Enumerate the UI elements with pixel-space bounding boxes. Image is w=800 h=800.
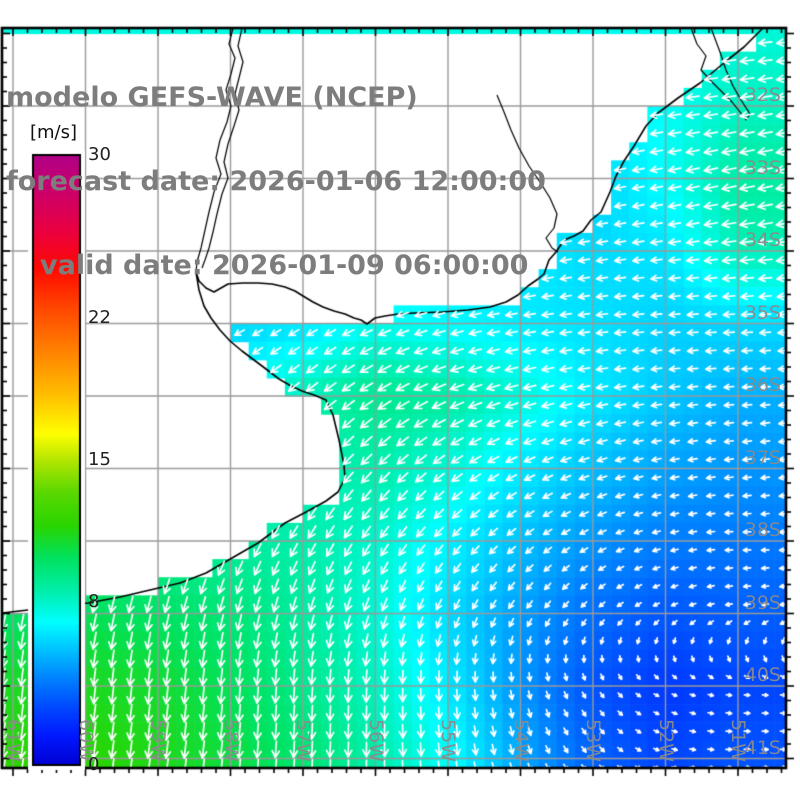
lon-label: 51W (727, 719, 749, 762)
lat-label: 34S (744, 229, 781, 251)
lon-label: 53W (582, 719, 604, 762)
lat-label: 32S (744, 84, 781, 106)
lat-label: 35S (744, 301, 781, 324)
lon-label: 57W (292, 719, 314, 762)
lat-label: 40S (744, 664, 781, 686)
lon-label: 56W (364, 719, 387, 762)
colorbar-tick-label: 0 (88, 754, 100, 775)
colorbar-tick-label: 8 (88, 591, 100, 613)
lon-label: 58W (219, 719, 242, 762)
lon-label: 61W (2, 719, 24, 762)
colorbar-tick-label: 15 (88, 449, 111, 470)
title-forecast-date-line: forecast date: 2026-01-06 12:00:00 (6, 166, 546, 197)
lat-label: 39S (744, 591, 781, 614)
plot-title-block: modelo GEFS-WAVE (NCEP) forecast date: 2… (6, 28, 546, 336)
lon-label: 60W (74, 719, 97, 762)
lat-label: 33S (744, 156, 781, 179)
colorbar-unit-label: [m/s] (30, 122, 78, 143)
lon-label: 52W (654, 719, 677, 762)
lat-label: 37S (744, 446, 781, 469)
title-valid-date-line: valid date: 2026-01-09 06:00:00 (40, 250, 529, 281)
lon-label: 54W (509, 719, 532, 762)
colorbar-tick-label: 30 (88, 144, 111, 165)
colorbar-tick-label: 22 (88, 306, 111, 328)
lon-label: 55W (437, 719, 459, 762)
lon-label: 59W (147, 719, 169, 762)
lat-label: 36S (744, 374, 781, 396)
lat-label: 41S (744, 736, 781, 759)
title-model-line: modelo GEFS-WAVE (NCEP) (6, 82, 418, 113)
lat-label: 38S (744, 519, 781, 541)
